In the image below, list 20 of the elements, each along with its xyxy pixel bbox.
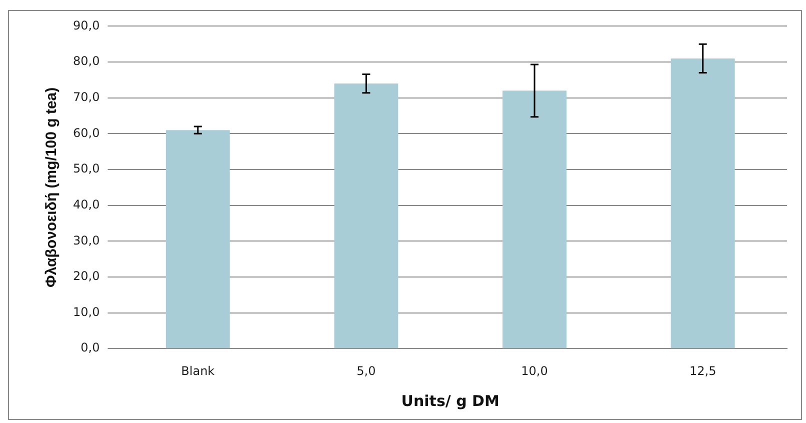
- y-tick-label: 0,0: [80, 340, 100, 355]
- bar: [670, 58, 735, 348]
- y-tick-label: 60,0: [73, 126, 100, 140]
- x-tick-label: 10,0: [521, 364, 548, 378]
- bar: [334, 84, 398, 348]
- x-tick-label: 5,0: [356, 364, 376, 378]
- y-tick-label: 50,0: [73, 162, 100, 176]
- y-tick-label: 20,0: [73, 269, 100, 284]
- bar: [502, 90, 566, 348]
- y-tick-label: 10,0: [73, 304, 100, 319]
- bar: [166, 130, 230, 348]
- x-axis-title: Units/ g DM: [401, 392, 500, 410]
- x-tick-label: Blank: [181, 364, 215, 378]
- y-tick-label: 30,0: [73, 233, 100, 248]
- y-tick-label: 80,0: [73, 54, 100, 68]
- x-tick-label: 12,5: [689, 364, 716, 378]
- y-axis-title: Φλαβονοειδή (mg/100 g tea): [43, 87, 60, 288]
- y-tick-label: 90,0: [73, 18, 100, 32]
- y-tick-label: 70,0: [73, 90, 100, 104]
- y-tick-label: 40,0: [73, 197, 100, 212]
